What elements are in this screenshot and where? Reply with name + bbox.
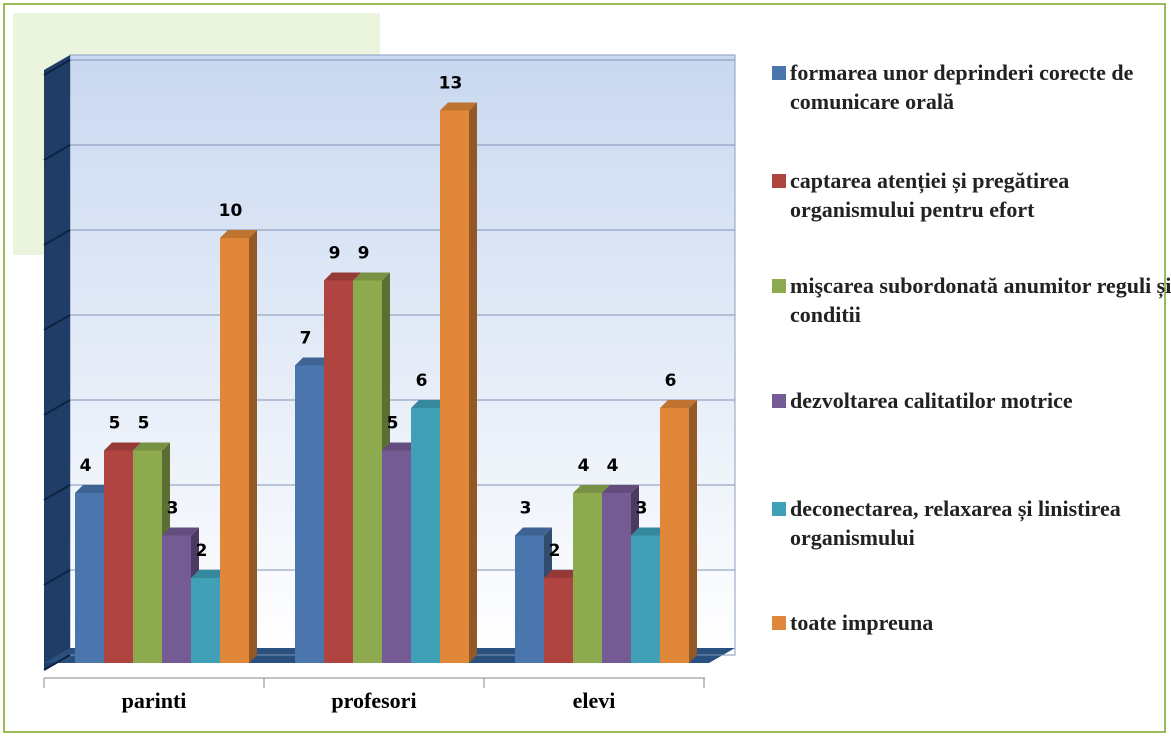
value-label: 9 (329, 244, 341, 264)
value-label: 7 (300, 329, 312, 349)
value-label: 5 (387, 414, 399, 434)
legend-item: toate impreuna (760, 608, 1171, 637)
bar-face (353, 272, 390, 281)
bar-face (162, 535, 191, 663)
value-label: 4 (578, 456, 590, 476)
legend-swatch (772, 174, 786, 188)
bar-face (220, 230, 257, 238)
bar-face (295, 365, 324, 663)
bar-face (440, 102, 477, 111)
legend-swatch (772, 616, 786, 630)
bar (220, 230, 257, 663)
bar-face (295, 357, 332, 366)
value-label: 2 (549, 541, 561, 561)
bar-face (133, 450, 162, 663)
bar-face (440, 110, 469, 663)
bar-face (411, 400, 448, 408)
bar-face (324, 280, 353, 663)
bar-face (382, 450, 411, 663)
legend-label: formarea unor deprinderi corecte de comu… (790, 60, 1134, 114)
bar-face (75, 485, 112, 493)
bar-face (191, 570, 228, 578)
bar-face (544, 578, 573, 663)
y-tick (43, 569, 71, 586)
y-tick (43, 59, 71, 76)
value-label: 6 (665, 371, 677, 391)
value-label: 5 (138, 414, 150, 434)
bar-face (660, 408, 689, 663)
y-tick (43, 654, 71, 671)
legend-swatch (772, 66, 786, 80)
bar-face (631, 535, 660, 663)
bar-face (75, 493, 104, 663)
side-wall (44, 55, 70, 670)
bar-face (382, 442, 419, 451)
bar-face (544, 570, 581, 578)
bar-face (515, 535, 544, 663)
bar-face (515, 527, 552, 536)
legend-item: mişcarea subordonată anumitor reguli și … (760, 271, 1171, 329)
bar-face (660, 400, 697, 408)
bar-face (191, 578, 220, 663)
bar-face (573, 485, 610, 493)
frame (3, 3, 1166, 733)
bar-face (689, 400, 697, 663)
x-tick-label: parinti (121, 688, 187, 713)
bar-face (353, 280, 382, 663)
bar-face (602, 485, 639, 493)
value-label: 13 (439, 74, 463, 94)
bar (440, 102, 477, 663)
bar (660, 400, 697, 663)
bar-face (411, 408, 440, 663)
legend-item: formarea unor deprinderi corecte de comu… (760, 58, 1171, 116)
legend-label: mişcarea subordonată anumitor reguli și … (790, 273, 1171, 327)
bar-face (631, 527, 668, 536)
value-label: 5 (109, 414, 121, 434)
value-label: 2 (196, 541, 208, 561)
bar-face (602, 493, 631, 663)
legend-swatch (772, 394, 786, 408)
bar-face (573, 493, 602, 663)
legend-label: captarea atenției și pregătirea organism… (790, 168, 1070, 222)
bar-face (249, 230, 257, 663)
value-label: 3 (636, 499, 648, 519)
legend-item: deconectarea, relaxarea și linistirea or… (760, 494, 1171, 552)
y-tick (43, 484, 71, 501)
value-label: 3 (520, 499, 532, 519)
legend-label: dezvoltarea calitatilor motrice (790, 388, 1073, 413)
legend-item: dezvoltarea calitatilor motrice (760, 386, 1171, 415)
y-tick (43, 144, 71, 161)
value-label: 9 (358, 244, 370, 264)
legend-swatch (772, 279, 786, 293)
bar-face (220, 238, 249, 663)
legend-item: captarea atenției și pregătirea organism… (760, 166, 1171, 224)
x-tick-label: elevi (572, 688, 616, 713)
bar-face (104, 450, 133, 663)
legend-label: deconectarea, relaxarea și linistirea or… (790, 496, 1121, 550)
value-label: 3 (167, 499, 179, 519)
x-tick-label: profesori (331, 688, 417, 713)
bar-face (469, 102, 477, 663)
legend-label: toate impreuna (790, 610, 934, 635)
bar-face (162, 527, 199, 536)
legend-swatch (772, 502, 786, 516)
y-tick (43, 229, 71, 246)
bar-face (133, 442, 170, 451)
y-tick (43, 314, 71, 331)
bar-face (324, 272, 361, 281)
value-label: 4 (80, 456, 92, 476)
bar-face (104, 442, 141, 451)
value-label: 10 (219, 201, 243, 221)
value-label: 4 (607, 456, 619, 476)
value-label: 6 (416, 371, 428, 391)
y-tick (43, 399, 71, 416)
